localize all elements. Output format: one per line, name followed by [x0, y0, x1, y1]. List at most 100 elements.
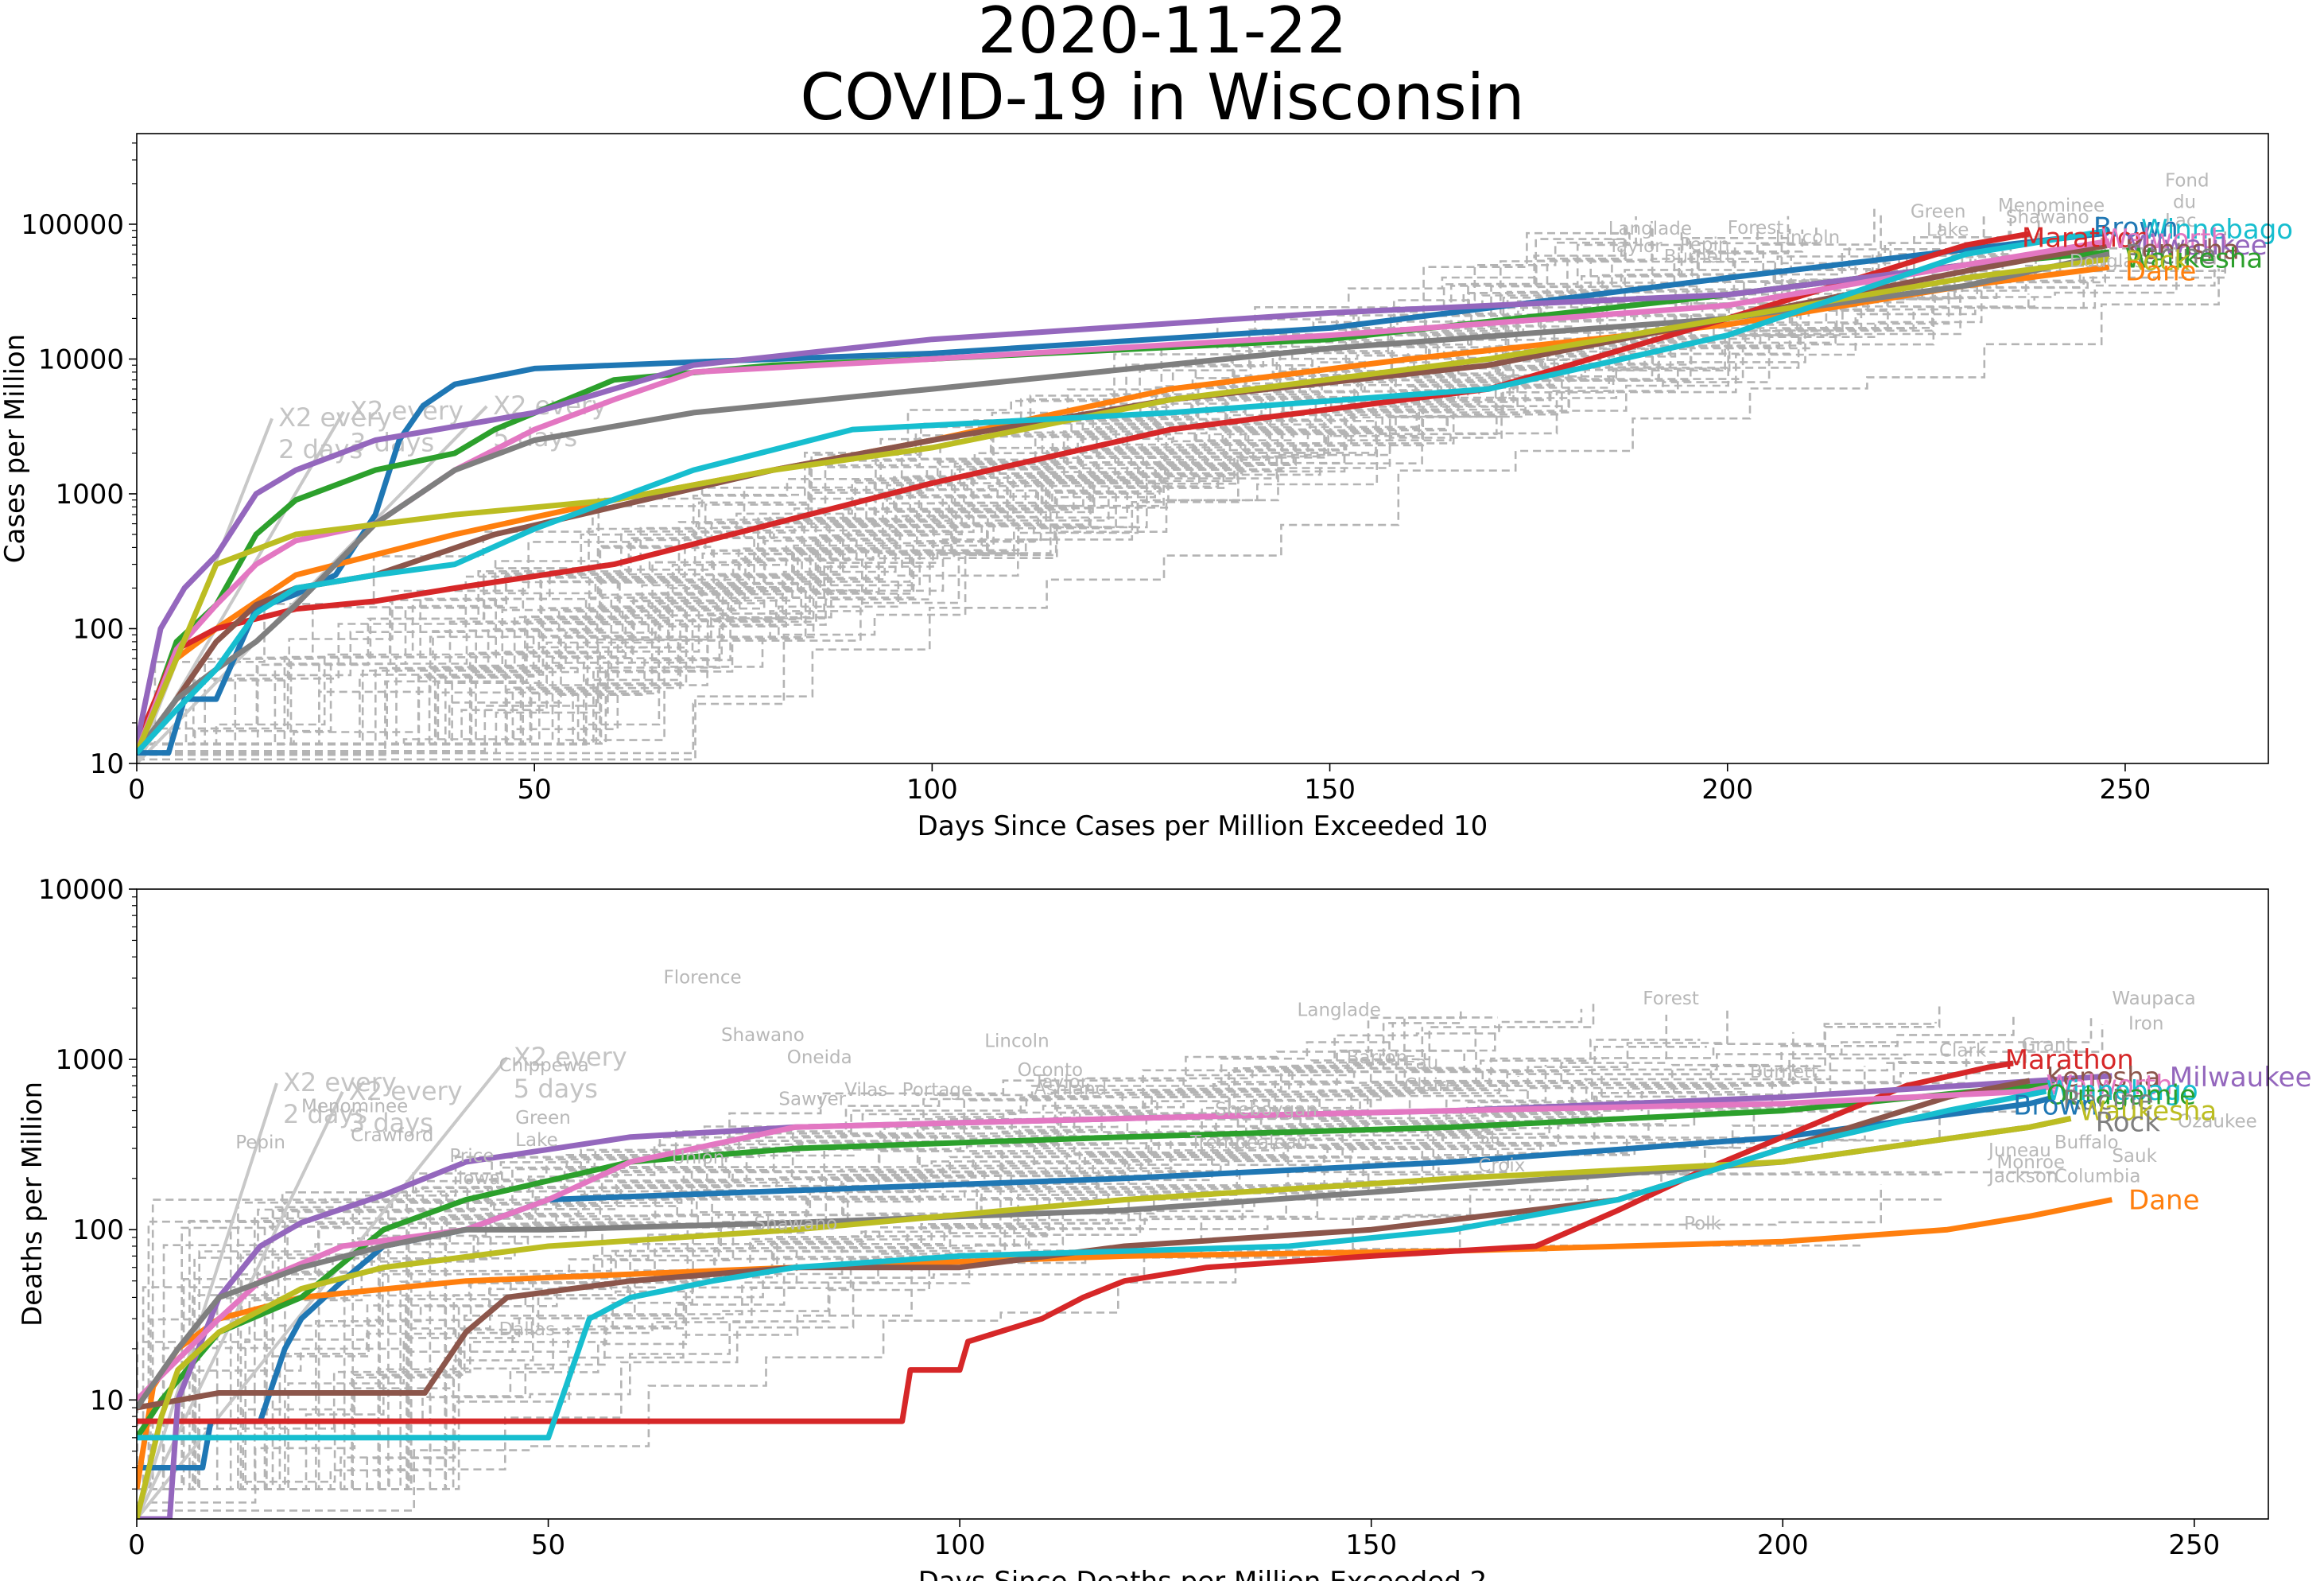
cases-gray-label: Green: [1911, 202, 1966, 223]
deaths-x-tick-label: 100: [934, 1529, 986, 1561]
deaths-gray-label: Buffalo: [2054, 1132, 2119, 1153]
cases-gray-series: [137, 244, 2106, 745]
deaths-reference-lines: [137, 1056, 509, 1519]
deaths-gray-label: Polk: [1684, 1214, 1722, 1234]
deaths-x-tick-label: 50: [531, 1529, 565, 1561]
deaths-label-milwaukee: Milwaukee: [2170, 1062, 2312, 1093]
deaths-y-tick-label: 10: [90, 1385, 124, 1416]
deaths-gray-series: [137, 1136, 1500, 1490]
cases-gray-series: [137, 265, 1856, 745]
cases-label-rock: Rock: [2125, 245, 2190, 277]
cases-y-tick-label: 10: [90, 748, 124, 780]
deaths-series-rock: [137, 1115, 2072, 1519]
deaths-gray-label: Dallas: [499, 1319, 555, 1340]
deaths-gray-label: Langlade: [1298, 1000, 1381, 1020]
cases-gray-label: Taylor: [1608, 236, 1662, 257]
deaths-label-brown: Brown: [2013, 1090, 2098, 1121]
cases-gray-series: [137, 288, 1950, 745]
deaths-label-winnebago: Winnebago: [2047, 1075, 2198, 1107]
cases-gray-series: [137, 207, 1876, 745]
deaths-gray-series: [137, 1173, 1945, 1490]
cases-x-tick-label: 150: [1304, 774, 1356, 806]
cases-gray-label: Burnett: [1664, 247, 1732, 267]
deaths-gray-label: Shawano: [754, 1214, 837, 1234]
cases-ref-label-2d: X2 every: [278, 402, 392, 433]
deaths-ref-line-3d: [137, 1091, 344, 1519]
deaths-series-marathon: [137, 1060, 2014, 1424]
deaths-x-tick-label: 0: [128, 1529, 145, 1561]
deaths-gray-series: [137, 1008, 1583, 1490]
deaths-gray-label: Claire: [1404, 1075, 1457, 1096]
cases-gray-series: [137, 268, 2220, 761]
deaths-gray-series: [137, 1184, 1882, 1490]
cases-label-brown: Brown: [2093, 212, 2179, 244]
cases-gray-series: [137, 251, 2037, 745]
cases-x-tick-label: 100: [906, 774, 958, 806]
cases-gray-series: [137, 278, 2089, 745]
deaths-gray-label: Oneida: [787, 1047, 852, 1068]
deaths-gray-series: [137, 1062, 2014, 1490]
deaths-gray-label: Sheboygan: [1215, 1099, 1317, 1120]
deaths-y-tick-label: 10000: [38, 874, 124, 906]
deaths-y-tick-label: 100: [72, 1214, 124, 1246]
deaths-label-outagamie: Outagamie: [2047, 1080, 2196, 1112]
deaths-gray-label: Vilas: [844, 1080, 887, 1101]
cases-gray-label: du: [2173, 192, 2196, 212]
cases-gray-series: [137, 290, 1762, 745]
deaths-x-tick-label: 150: [1345, 1529, 1397, 1561]
cases-y-ticks: 10 100 1000 10000 100000: [21, 142, 137, 780]
deaths-gray-label: Forest: [1643, 989, 1699, 1009]
cases-y-tick-label: 10000: [38, 344, 124, 375]
deaths-gray-label: Sauk: [2112, 1146, 2157, 1167]
deaths-gray-label: Oconto: [1018, 1060, 1084, 1081]
deaths-gray-label: Iron: [2128, 1013, 2163, 1034]
cases-series-walworth: [137, 238, 2110, 754]
deaths-gray-label: Trempealeau: [1189, 1132, 1308, 1153]
cases-gray-series: [137, 231, 2226, 756]
deaths-gray-label: Columbia: [2054, 1167, 2141, 1187]
cases-gray-series: [137, 212, 1882, 745]
title-main: COVID-19 in Wisconsin: [800, 60, 1524, 134]
cases-gray-series: [137, 229, 1627, 745]
deaths-label-marathon: Marathon: [2005, 1044, 2134, 1076]
deaths-gray-label: Pepin: [235, 1132, 285, 1153]
cases-y-axis-label: Cases per Million: [0, 334, 31, 564]
deaths-gray-label: Union: [672, 1148, 724, 1168]
cases-gray-series: [137, 226, 1626, 745]
cases-gray-label: Fond: [2165, 171, 2210, 192]
deaths-x-tick-label: 200: [1757, 1529, 1809, 1561]
cases-gray-series: [137, 276, 2094, 745]
deaths-gray-series: [137, 1131, 1783, 1490]
cases-gray-series: [137, 236, 2189, 745]
cases-gray-label: Lincoln: [1775, 227, 1840, 248]
deaths-gray-label: Lincoln: [984, 1031, 1049, 1052]
deaths-gray-series: [137, 1039, 1391, 1490]
deaths-gray-series: [137, 1011, 1462, 1490]
cases-gray-label: Pepin: [1680, 235, 1730, 255]
cases-series-marathon: [137, 231, 2031, 745]
cases-y-tick-label: 1000: [55, 479, 124, 511]
cases-label-waukesha: Waukesha: [2125, 243, 2263, 275]
cases-series-milwaukee: [137, 242, 2110, 744]
deaths-axes-frame: [136, 888, 2269, 1520]
cases-ref-label-3d: X2 every: [350, 396, 464, 426]
deaths-gray-label: Jackson: [1987, 1167, 2058, 1187]
deaths-gray-series: [137, 1105, 1561, 1490]
cases-series-brown: [137, 231, 2102, 756]
cases-series-winnebago: [137, 227, 2110, 755]
deaths-label-walworth: Walworth: [2047, 1070, 2173, 1101]
deaths-gray-series: [137, 1024, 2104, 1490]
deaths-gray-label: Ozaukee: [2178, 1111, 2257, 1132]
deaths-x-ticks: 0 50 100 150 200 250: [128, 1519, 2220, 1561]
cases-x-tick-label: 250: [2099, 774, 2151, 806]
cases-gray-series: [137, 216, 1985, 745]
deaths-gray-label: Taylor: [1033, 1072, 1088, 1093]
deaths-ref-label-5d: 5 days: [514, 1074, 598, 1104]
cases-x-tick-label: 50: [518, 774, 552, 806]
cases-gray-series: [137, 293, 2030, 745]
deaths-highlight-series: [137, 1060, 2113, 1519]
deaths-y-axis-label: Deaths per Million: [17, 1082, 48, 1327]
deaths-gray-label: Clark: [1939, 1040, 1987, 1061]
